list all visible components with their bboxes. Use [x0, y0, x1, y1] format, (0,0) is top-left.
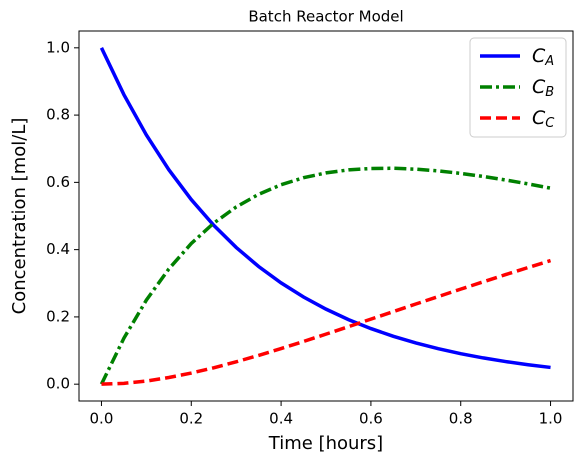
legend-label-sub: A: [544, 54, 554, 69]
x-axis-label: Time [hours]: [268, 433, 383, 454]
x-tick-label: 0.8: [449, 410, 473, 428]
legend-label-main: C: [532, 76, 546, 98]
axes-frame: [78, 30, 574, 402]
series-line: [99, 166, 551, 385]
legend-label-sub: B: [545, 85, 554, 100]
legend-box: [469, 37, 567, 138]
series-line: [101, 258, 552, 386]
y-tick-label: 1.0: [46, 38, 70, 56]
x-tick-label: 0.2: [179, 410, 203, 428]
series-line: [99, 47, 551, 370]
legend-label: CA: [532, 45, 554, 69]
y-tick-label: 0.6: [46, 173, 70, 191]
y-tick-label: 0.8: [46, 106, 70, 124]
legend-label-main: C: [532, 45, 546, 67]
chart-title: Batch Reactor Model: [248, 8, 403, 26]
y-tick-label: 0.2: [46, 307, 70, 325]
legend-label: CB: [532, 76, 554, 100]
y-axis-label: Concentration [mol/L]: [9, 118, 30, 315]
legend-label-sub: C: [545, 116, 555, 131]
y-tick-label: 0.4: [46, 240, 70, 258]
x-tick-label: 0.6: [359, 410, 383, 428]
legend-label: CC: [532, 107, 555, 131]
legend-label-main: C: [532, 107, 546, 129]
x-tick-label: 0.4: [269, 410, 293, 428]
y-tick-label: 0.0: [46, 375, 70, 393]
x-tick-label: 1.0: [539, 410, 563, 428]
x-tick-label: 0.0: [90, 410, 114, 428]
